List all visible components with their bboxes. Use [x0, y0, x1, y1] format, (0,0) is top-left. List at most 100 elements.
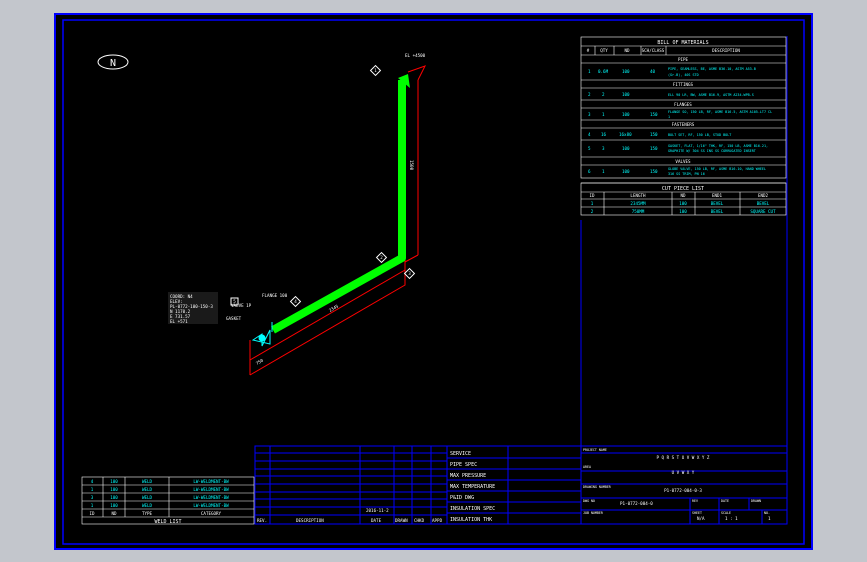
cut-list-title: CUT PIECE LIST	[662, 186, 704, 192]
flange-tag: FLANGE 100	[262, 293, 288, 298]
bom-cell: GRAPHITE W/ 304 SS INS SS CORRUGATED INS…	[668, 149, 756, 153]
info-line: E 731.57	[170, 314, 191, 319]
tb-label: NO.	[764, 511, 770, 515]
tb-label: SHEET	[692, 511, 702, 515]
bom-cell: 2	[602, 92, 605, 97]
sheet-no: 1	[768, 516, 771, 521]
cut-cell: 750MM	[632, 209, 645, 214]
cut-cell: 2345MM	[630, 201, 646, 206]
sheet-border	[54, 13, 813, 550]
project-name: P Q R S T U V W X Y Z	[657, 455, 710, 460]
bom-header: DESCRIPTION	[712, 48, 740, 53]
info-line: ELEV:	[170, 299, 183, 304]
bom-cell: 2	[588, 92, 591, 97]
bom-cell: 100	[622, 112, 630, 117]
weld-cell: LW-WELDMENT-BW	[193, 479, 229, 484]
dimension-text: 2345	[328, 303, 340, 313]
cut-cell: 2	[591, 209, 594, 214]
dimension-text: 1500	[409, 160, 414, 171]
balloon-label: 3	[408, 271, 411, 276]
inner-border	[62, 19, 805, 545]
tb-label: DRAWING NUMBER	[583, 485, 611, 489]
rev-header: REV.	[257, 518, 267, 523]
bom-cell: 100	[622, 169, 630, 174]
scale: 1 : 1	[725, 516, 738, 521]
weld-cell: 4	[91, 479, 94, 484]
bom-cell: 150	[650, 132, 658, 137]
design-label: INSULATION SPEC	[450, 506, 495, 512]
north-arrow-icon: N	[97, 54, 129, 70]
dimension-text: 750	[255, 358, 264, 366]
bom-section: FITTINGS	[673, 82, 694, 87]
bom-cell: 150	[650, 169, 658, 174]
info-line: N 1170.2	[170, 309, 191, 314]
weld-cell: WELD	[142, 479, 153, 484]
cut-header: END2	[758, 193, 769, 198]
info-line: EL +571	[170, 319, 188, 324]
pipe-route	[271, 74, 410, 334]
bom-cell: 1	[588, 69, 591, 74]
weld-header: ID	[89, 511, 95, 516]
weld-cell: 3	[91, 495, 94, 500]
weld-text: 4 100 WELD LW-WELDMENT-BW 1 100 WELD LW-WELDME…	[89, 479, 229, 525]
bom-cell: BOLT SET, RF, 150 LB, STUD BOLT	[668, 133, 731, 137]
weld-cell: WELD	[142, 487, 153, 492]
tb-label: PROJECT NAME	[583, 448, 607, 452]
bom-cell: 100	[622, 92, 630, 97]
gasket-tag: GASKET	[226, 316, 242, 321]
balloon-label: 4	[294, 299, 297, 304]
tb-label: DWG NO	[583, 499, 595, 503]
bom-cell: 4	[588, 132, 591, 137]
weld-cell: WELD	[142, 495, 153, 500]
weld-cell: 100	[110, 487, 118, 492]
cut-cell: BEVEL	[711, 201, 724, 206]
bom-cell: 100	[622, 69, 630, 74]
weld-header: TYPE	[142, 511, 153, 516]
tb-label: DRAWN	[751, 499, 761, 503]
tb-label: JOB NUMBER	[583, 511, 603, 515]
bom-cell: 5	[588, 146, 591, 151]
tb-label: AREA	[583, 465, 591, 469]
weld-cell: 100	[110, 495, 118, 500]
info-block	[168, 292, 218, 324]
info-line: PL-0772-100-150-3	[170, 304, 213, 309]
bom-text: BILL OF MATERIALS # QTY ND SCH/CLASS DES…	[587, 40, 776, 214]
bom-cell: 3	[588, 112, 591, 117]
bom-cell: 1	[602, 169, 605, 174]
bom-section: FASTENERS	[672, 122, 695, 127]
cut-cell: BEVEL	[711, 209, 724, 214]
bom-section: VALVES	[675, 159, 691, 164]
revision-block	[254, 445, 788, 525]
weld-cell: LW-WELDMENT-BW	[193, 487, 229, 492]
weld-cell: 100	[110, 479, 118, 484]
bom-header: QTY	[600, 48, 608, 53]
weld-cell: LW-WELDMENT-BW	[193, 495, 229, 500]
bom-header: #	[587, 48, 590, 53]
north-label: N	[110, 58, 116, 69]
bom-cell: 316 SS TRIM, PN 16	[668, 172, 705, 176]
balloon-label: 2	[380, 255, 383, 260]
design-label: INSULATION THK	[450, 517, 492, 523]
valve-tag: VALVE 1P	[231, 303, 252, 308]
balloons: 1 2 3 4 5	[230, 64, 416, 308]
globe-valve-icon	[251, 322, 273, 347]
bom-cell: GLOBE VALVE, 150 LB, RF, ASME B16.10, HA…	[668, 167, 766, 171]
bom-cell: 1	[602, 112, 605, 117]
weld-list	[81, 476, 255, 525]
rev-date: 2016-11-2	[366, 508, 389, 513]
design-label: MAX PRESSURE	[450, 473, 486, 479]
weld-cell: WELD	[142, 503, 153, 508]
tb-label: DATE	[721, 499, 729, 503]
bom-cell: GASKET, FLAT, 1/16" THK, RF, 150 LB, ASM…	[668, 144, 768, 148]
balloon-label: 1	[374, 68, 377, 73]
bom-title: BILL OF MATERIALS	[657, 40, 708, 46]
elevation-tag: EL +4500	[405, 53, 426, 58]
bom-cell: 6	[588, 169, 591, 174]
revision-text: REV. DESCRIPTION DATE DRAWN CHKD APPD 20…	[257, 448, 771, 523]
rev-header: DESCRIPTION	[296, 518, 324, 523]
bom-cell: 100	[622, 146, 630, 151]
cut-cell: BEVEL	[757, 201, 770, 206]
bom-header: SCH/CLASS	[642, 48, 665, 53]
bom-cell: PIPE, SEAMLESS, BE, ASME B36.10, ASTM A5…	[668, 67, 756, 71]
